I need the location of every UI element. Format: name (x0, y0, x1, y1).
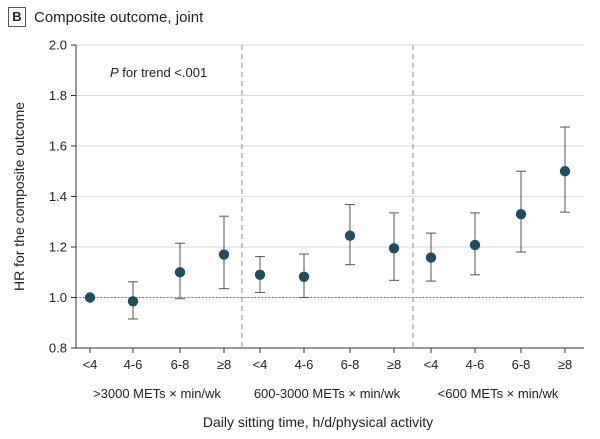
trend-annotation-text: for trend <.001 (119, 65, 208, 80)
data-point (559, 166, 571, 177)
data-point (515, 208, 527, 220)
x-tick-label: <4 (424, 357, 439, 372)
group-label: <600 METs × min/wk (438, 386, 559, 401)
data-point (84, 292, 96, 303)
data-point (174, 267, 186, 278)
data-point (298, 271, 310, 282)
x-axis-title: Daily sitting time, h/d/physical activit… (203, 414, 433, 430)
y-tick-label: 1.4 (49, 189, 67, 204)
x-tick-label: <4 (83, 357, 98, 372)
trend-annotation-p: P (110, 65, 119, 80)
x-tick-label: 6-8 (171, 357, 190, 372)
panel-letter: B (8, 7, 26, 27)
trend-annotation: P for trend <.001 (110, 65, 207, 80)
y-tick-label: 1.2 (49, 240, 67, 255)
y-axis-title: HR for the composite outcome (11, 102, 27, 291)
x-tick-label: ≥8 (387, 357, 401, 372)
panel-header: B Composite outcome, joint (8, 4, 203, 30)
data-point (127, 296, 139, 307)
group-label: 600-3000 METs × min/wk (254, 386, 401, 401)
x-tick-label: ≥8 (558, 357, 572, 372)
data-point (388, 243, 400, 254)
x-tick-label: 4-6 (466, 357, 485, 372)
y-tick-label: 1.0 (49, 290, 67, 305)
data-point (469, 239, 481, 251)
y-tick-label: 0.8 (49, 341, 67, 356)
y-tick-label: 1.8 (49, 88, 67, 103)
x-tick-label: 6-8 (341, 357, 360, 372)
chart-title: Composite outcome, joint (34, 8, 204, 26)
x-tick-label: 4-6 (295, 357, 314, 372)
x-tick-label: ≥8 (217, 357, 231, 372)
x-tick-label: 4-6 (124, 357, 143, 372)
x-tick-label: 6-8 (512, 357, 531, 372)
data-point (425, 252, 437, 263)
y-tick-label: 2.0 (49, 38, 67, 53)
y-tick-label: 1.6 (49, 139, 67, 154)
x-tick-label: <4 (253, 357, 268, 372)
group-label: >3000 METs × min/wk (93, 386, 221, 401)
data-point (254, 269, 266, 280)
data-point (344, 230, 356, 241)
data-point (218, 249, 230, 260)
